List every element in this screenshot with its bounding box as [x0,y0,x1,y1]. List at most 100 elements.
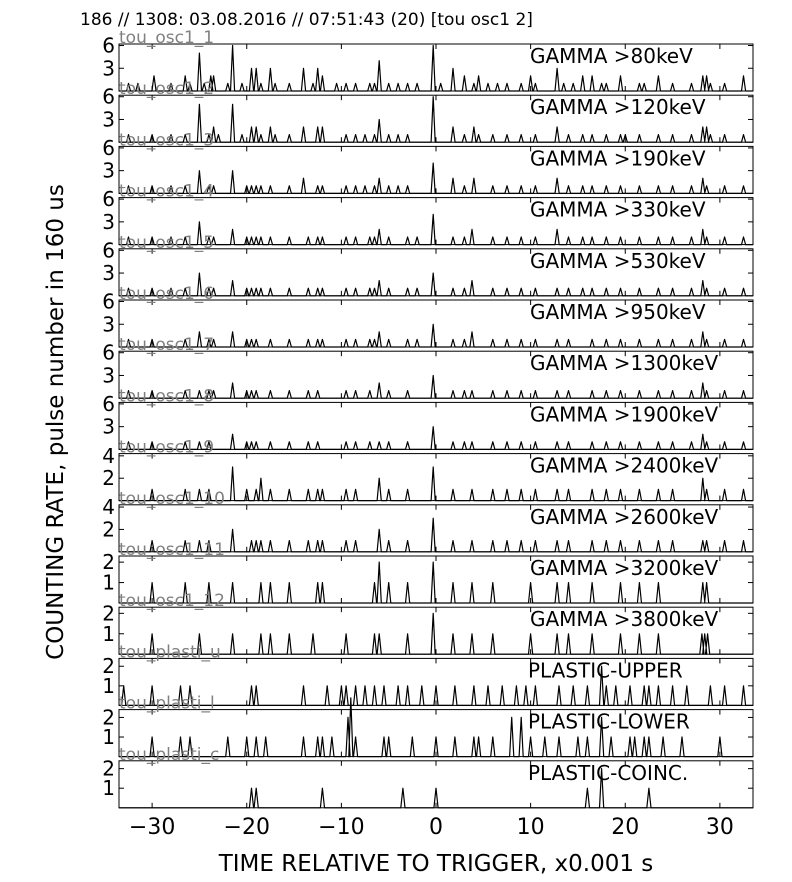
panel-1: 36 GAMMA >80keV tou_osc1_1 [102,28,754,92]
channel-label: tou_osc1_12 [119,591,225,611]
y-tick-label: 1 [102,622,115,646]
signal-trace [119,768,753,809]
panel-14: 12 PLASTIC-LOWER tou_plasti_l [102,694,754,758]
panel-label: GAMMA >80keV [530,44,693,68]
panel-6: 36 GAMMA >950keV tou_osc1_6 [102,284,754,348]
x-tick-label: −30 [129,815,175,840]
y-tick-label: 3 [102,107,115,131]
channel-label: tou_osc1_4 [119,182,214,202]
x-axis: −30 −20 −10 0 10 20 30 [129,815,734,840]
y-tick-label: 6 [102,34,115,58]
y-tick-label: 3 [102,261,115,285]
y-tick-label: 1 [102,674,115,698]
x-tick-label: −20 [224,815,270,840]
signal-trace [119,323,753,348]
channel-label: tou_osc1_5 [119,233,214,253]
y-tick-label: 6 [102,136,115,160]
x-tick-label: 30 [706,815,734,840]
y-tick-label: 6 [102,85,115,109]
x-tick-label: −10 [318,815,364,840]
y-tick-label: 6 [102,290,115,314]
panel-label: PLASTIC-COINC. [528,761,688,785]
y-tick-label: 2 [102,466,115,490]
signal-trace [119,561,753,604]
panel-3: 36 GAMMA >190keV tou_osc1_3 [102,130,754,194]
y-tick-label: 4 [102,495,115,519]
panel-2: 36 GAMMA >120keV tou_osc1_2 [102,79,754,143]
signal-trace [119,96,753,143]
panel-label: GAMMA >530keV [530,249,706,273]
channel-label: tou_plasti_l [119,694,215,714]
channel-label: tou_osc1_10 [119,489,225,509]
signal-trace [119,162,753,194]
panel-label: GAMMA >950keV [530,300,706,324]
channel-label: tou_osc1_9 [119,438,214,458]
y-tick-label: 4 [102,444,115,468]
panel-label: PLASTIC-LOWER [528,710,690,734]
chart-header: 186 // 1308: 03.08.2016 // 07:51:43 (20)… [80,10,533,30]
panel-label: GAMMA >3200keV [530,556,719,580]
y-tick-label: 3 [102,210,115,234]
panel-label: GAMMA >2600keV [530,505,719,529]
channel-label: tou_plasti_c [119,745,219,765]
y-axis-title: COUNTING RATE, pulse number in 160 us [43,184,69,660]
y-tick-label: 2 [102,517,115,541]
signal-trace [119,612,753,655]
panel-label: GAMMA >1300keV [530,351,719,375]
y-tick-label: 3 [102,363,115,387]
panel-label: GAMMA >3800keV [530,607,719,631]
signal-trace [119,44,753,92]
y-tick-label: 3 [102,159,115,183]
channel-label: tou_osc1_8 [119,386,214,406]
signal-trace [119,665,753,706]
signal-trace [119,517,753,553]
y-tick-label: 2 [102,550,115,574]
panel-label: PLASTIC-UPPER [528,658,683,682]
panel-label: GAMMA >120keV [530,95,706,119]
channel-label: tou_osc1_11 [119,540,225,560]
y-tick-label: 6 [102,238,115,262]
channel-label: tou_plasti_u [119,642,221,662]
panel-11: 12 GAMMA >3200keV tou_osc1_11 [102,540,754,604]
panel-15: 12 PLASTIC-COINC. tou_plasti_c [102,745,754,809]
signal-trace [119,213,753,246]
y-tick-label: 6 [102,341,115,365]
panel-5: 36 GAMMA >530keV tou_osc1_5 [102,233,754,297]
x-tick-label: 10 [517,815,545,840]
y-tick-label: 2 [102,601,115,625]
y-tick-label: 6 [102,392,115,416]
panel-13: 12 PLASTIC-UPPER tou_plasti_u [102,642,754,706]
y-tick-label: 6 [102,187,115,211]
y-tick-label: 2 [102,705,115,729]
y-tick-label: 2 [102,757,115,781]
panel-10: 24 GAMMA >2600keV tou_osc1_10 [102,489,754,553]
y-tick-label: 1 [102,725,115,749]
x-axis-title: TIME RELATIVE TO TRIGGER, x0.001 s [218,851,654,877]
panel-label: GAMMA >1900keV [530,402,719,426]
panel-label: GAMMA >2400keV [530,454,719,478]
panel-7: 36 GAMMA >1300keV tou_osc1_7 [102,335,754,399]
panel-label: GAMMA >190keV [530,146,706,170]
y-tick-label: 2 [102,654,115,678]
channel-label: tou_osc1_2 [119,79,214,99]
y-tick-label: 3 [102,415,115,439]
signal-trace [119,466,753,502]
y-tick-label: 3 [102,312,115,336]
signal-trace [119,697,753,758]
panel-label: GAMMA >330keV [530,198,706,222]
channel-label: tou_osc1_7 [119,335,214,355]
x-tick-label: 20 [611,815,639,840]
signal-trace [119,426,753,450]
channel-label: tou_osc1_3 [119,130,214,150]
signal-trace [119,374,753,399]
panel-8: 36 GAMMA >1900keV tou_osc1_8 [102,386,754,450]
panel-9: 24 GAMMA >2400keV tou_osc1_9 [102,438,754,502]
channel-label: tou_osc1_6 [119,284,214,304]
signal-trace [119,272,753,297]
panel-4: 36 GAMMA >330keV tou_osc1_4 [102,182,754,246]
y-tick-label: 3 [102,56,115,80]
y-tick-label: 1 [102,776,115,800]
y-tick-label: 1 [102,571,115,595]
